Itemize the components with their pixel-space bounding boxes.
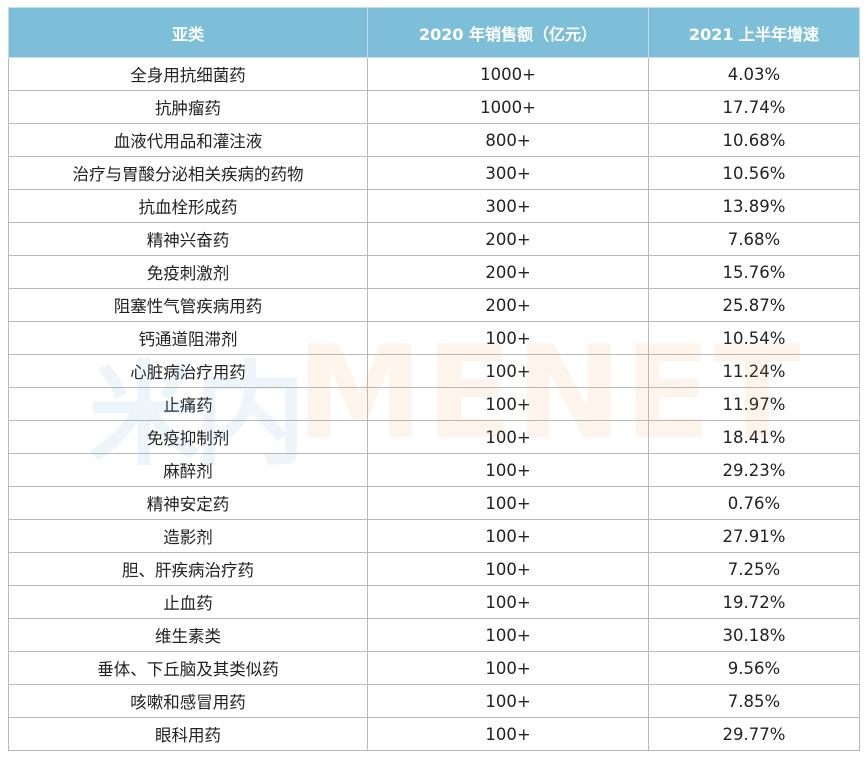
- table-row: 血液代用品和灌注液 800+ 10.68%: [8, 123, 860, 157]
- cell-subcategory: 眼科用药: [8, 717, 368, 751]
- cell-growth-2021h1: 17.74%: [648, 90, 860, 124]
- table-row: 治疗与胃酸分泌相关疾病的药物 300+ 10.56%: [8, 156, 860, 190]
- cell-subcategory: 造影剂: [8, 519, 368, 553]
- cell-subcategory: 全身用抗细菌药: [8, 57, 368, 91]
- header-row: 亚类 2020 年销售额（亿元） 2021 上半年增速: [8, 7, 860, 58]
- table-row: 胆、肝疾病治疗药 100+ 7.25%: [8, 552, 860, 586]
- cell-growth-2021h1: 30.18%: [648, 618, 860, 652]
- cell-sales-2020: 1000+: [367, 90, 649, 124]
- cell-subcategory: 精神安定药: [8, 486, 368, 520]
- cell-growth-2021h1: 9.56%: [648, 651, 860, 685]
- cell-growth-2021h1: 27.91%: [648, 519, 860, 553]
- header-growth-2021h1: 2021 上半年增速: [648, 7, 860, 58]
- table-row: 精神兴奋药 200+ 7.68%: [8, 222, 860, 256]
- header-sales-2020: 2020 年销售额（亿元）: [367, 7, 649, 58]
- table-row: 抗血栓形成药 300+ 13.89%: [8, 189, 860, 223]
- table-row: 维生素类 100+ 30.18%: [8, 618, 860, 652]
- sales-table: 亚类 2020 年销售额（亿元） 2021 上半年增速 全身用抗细菌药 1000+…: [8, 7, 860, 751]
- cell-subcategory: 咳嗽和感冒用药: [8, 684, 368, 718]
- cell-sales-2020: 200+: [367, 222, 649, 256]
- cell-subcategory: 抗肿瘤药: [8, 90, 368, 124]
- table-row: 造影剂 100+ 27.91%: [8, 519, 860, 553]
- cell-growth-2021h1: 13.89%: [648, 189, 860, 223]
- cell-growth-2021h1: 29.23%: [648, 453, 860, 487]
- table-body: 全身用抗细菌药 1000+ 4.03% 抗肿瘤药 1000+ 17.74% 血液代用品和灌注…: [8, 57, 860, 751]
- header-subcategory: 亚类: [8, 7, 368, 58]
- cell-growth-2021h1: 10.54%: [648, 321, 860, 355]
- cell-growth-2021h1: 0.76%: [648, 486, 860, 520]
- table-row: 心脏病治疗用药 100+ 11.24%: [8, 354, 860, 388]
- cell-sales-2020: 300+: [367, 189, 649, 223]
- table-row: 全身用抗细菌药 1000+ 4.03%: [8, 57, 860, 91]
- table-row: 阻塞性气管疾病用药 200+ 25.87%: [8, 288, 860, 322]
- cell-growth-2021h1: 7.68%: [648, 222, 860, 256]
- cell-growth-2021h1: 11.24%: [648, 354, 860, 388]
- table-row: 麻醉剂 100+ 29.23%: [8, 453, 860, 487]
- cell-growth-2021h1: 25.87%: [648, 288, 860, 322]
- cell-sales-2020: 100+: [367, 387, 649, 421]
- cell-subcategory: 止血药: [8, 585, 368, 619]
- table-row: 咳嗽和感冒用药 100+ 7.85%: [8, 684, 860, 718]
- cell-subcategory: 血液代用品和灌注液: [8, 123, 368, 157]
- table-row: 止血药 100+ 19.72%: [8, 585, 860, 619]
- cell-subcategory: 阻塞性气管疾病用药: [8, 288, 368, 322]
- cell-sales-2020: 100+: [367, 519, 649, 553]
- table-row: 垂体、下丘脑及其类似药 100+ 9.56%: [8, 651, 860, 685]
- cell-subcategory: 免疫刺激剂: [8, 255, 368, 289]
- table-container: 亚类 2020 年销售额（亿元） 2021 上半年增速 全身用抗细菌药 1000+…: [8, 7, 860, 751]
- cell-sales-2020: 100+: [367, 552, 649, 586]
- table-header: 亚类 2020 年销售额（亿元） 2021 上半年增速: [8, 7, 860, 58]
- cell-sales-2020: 800+: [367, 123, 649, 157]
- cell-subcategory: 麻醉剂: [8, 453, 368, 487]
- cell-subcategory: 心脏病治疗用药: [8, 354, 368, 388]
- cell-sales-2020: 1000+: [367, 57, 649, 91]
- table-row: 抗肿瘤药 1000+ 17.74%: [8, 90, 860, 124]
- cell-sales-2020: 100+: [367, 486, 649, 520]
- cell-sales-2020: 100+: [367, 420, 649, 454]
- cell-growth-2021h1: 10.68%: [648, 123, 860, 157]
- cell-sales-2020: 100+: [367, 618, 649, 652]
- cell-sales-2020: 300+: [367, 156, 649, 190]
- table-row: 免疫抑制剂 100+ 18.41%: [8, 420, 860, 454]
- cell-sales-2020: 100+: [367, 321, 649, 355]
- cell-subcategory: 免疫抑制剂: [8, 420, 368, 454]
- table-row: 钙通道阻滞剂 100+ 10.54%: [8, 321, 860, 355]
- cell-growth-2021h1: 11.97%: [648, 387, 860, 421]
- cell-sales-2020: 100+: [367, 354, 649, 388]
- cell-sales-2020: 200+: [367, 288, 649, 322]
- cell-subcategory: 精神兴奋药: [8, 222, 368, 256]
- cell-sales-2020: 200+: [367, 255, 649, 289]
- cell-subcategory: 治疗与胃酸分泌相关疾病的药物: [8, 156, 368, 190]
- cell-subcategory: 垂体、下丘脑及其类似药: [8, 651, 368, 685]
- table-row: 精神安定药 100+ 0.76%: [8, 486, 860, 520]
- cell-subcategory: 抗血栓形成药: [8, 189, 368, 223]
- cell-subcategory: 维生素类: [8, 618, 368, 652]
- cell-subcategory: 胆、肝疾病治疗药: [8, 552, 368, 586]
- cell-sales-2020: 100+: [367, 585, 649, 619]
- table-row: 眼科用药 100+ 29.77%: [8, 717, 860, 751]
- cell-growth-2021h1: 4.03%: [648, 57, 860, 91]
- cell-growth-2021h1: 10.56%: [648, 156, 860, 190]
- cell-sales-2020: 100+: [367, 717, 649, 751]
- cell-subcategory: 钙通道阻滞剂: [8, 321, 368, 355]
- cell-growth-2021h1: 18.41%: [648, 420, 860, 454]
- cell-growth-2021h1: 7.85%: [648, 684, 860, 718]
- cell-growth-2021h1: 15.76%: [648, 255, 860, 289]
- cell-sales-2020: 100+: [367, 453, 649, 487]
- cell-growth-2021h1: 7.25%: [648, 552, 860, 586]
- table-row: 免疫刺激剂 200+ 15.76%: [8, 255, 860, 289]
- cell-subcategory: 止痛药: [8, 387, 368, 421]
- cell-sales-2020: 100+: [367, 684, 649, 718]
- cell-growth-2021h1: 19.72%: [648, 585, 860, 619]
- table-row: 止痛药 100+ 11.97%: [8, 387, 860, 421]
- cell-growth-2021h1: 29.77%: [648, 717, 860, 751]
- cell-sales-2020: 100+: [367, 651, 649, 685]
